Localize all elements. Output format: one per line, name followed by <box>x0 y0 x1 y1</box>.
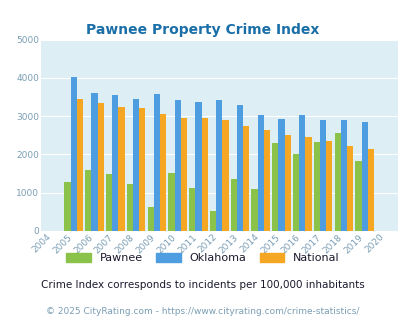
Bar <box>346 147 352 231</box>
Legend: Pawnee, Oklahoma, National: Pawnee, Oklahoma, National <box>62 248 343 268</box>
Bar <box>278 119 284 231</box>
Bar <box>367 149 373 231</box>
Bar <box>360 122 367 231</box>
Bar <box>298 115 305 231</box>
Bar <box>139 108 145 231</box>
Bar <box>222 120 228 231</box>
Bar <box>85 170 91 231</box>
Bar <box>236 105 243 231</box>
Bar <box>64 182 70 231</box>
Bar <box>271 143 278 231</box>
Bar <box>313 142 319 231</box>
Bar <box>91 93 98 231</box>
Text: © 2025 CityRating.com - https://www.cityrating.com/crime-statistics/: © 2025 CityRating.com - https://www.city… <box>46 307 359 316</box>
Bar <box>147 207 153 231</box>
Bar <box>168 173 174 231</box>
Bar <box>180 118 187 231</box>
Bar <box>98 103 104 231</box>
Bar <box>334 133 340 231</box>
Bar <box>257 115 263 231</box>
Bar <box>189 188 195 231</box>
Bar <box>292 154 298 231</box>
Bar <box>209 212 215 231</box>
Bar <box>112 95 118 231</box>
Bar <box>354 161 360 231</box>
Bar <box>106 174 112 231</box>
Bar <box>133 99 139 231</box>
Bar <box>243 126 249 231</box>
Bar <box>118 107 124 231</box>
Bar <box>153 94 160 231</box>
Text: Pawnee Property Crime Index: Pawnee Property Crime Index <box>86 23 319 37</box>
Bar <box>160 114 166 231</box>
Bar <box>195 102 201 231</box>
Bar <box>77 99 83 231</box>
Bar <box>70 77 77 231</box>
Text: Crime Index corresponds to incidents per 100,000 inhabitants: Crime Index corresponds to incidents per… <box>41 280 364 290</box>
Bar <box>201 118 207 231</box>
Bar <box>174 100 180 231</box>
Bar <box>305 137 311 231</box>
Bar <box>251 188 257 231</box>
Bar <box>284 135 290 231</box>
Bar <box>263 130 269 231</box>
Bar <box>215 100 222 231</box>
Bar <box>126 184 133 231</box>
Bar <box>325 141 332 231</box>
Bar <box>340 120 346 231</box>
Bar <box>319 120 325 231</box>
Bar <box>230 179 236 231</box>
